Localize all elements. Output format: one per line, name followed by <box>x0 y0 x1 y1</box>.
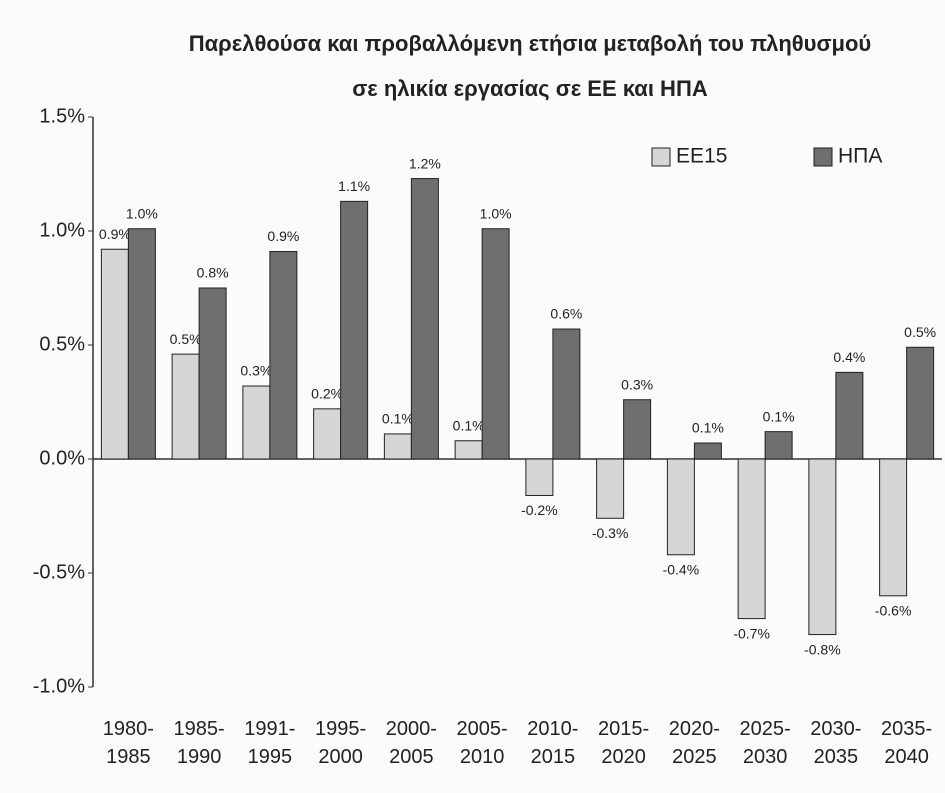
value-label: 0.1% <box>763 408 795 424</box>
value-label: 0.9% <box>99 226 131 242</box>
legend-swatch <box>651 147 671 167</box>
x-tick-label: 2030-2035 <box>810 718 861 768</box>
value-label: -0.7% <box>733 625 770 641</box>
value-label: 0.3% <box>621 376 653 392</box>
value-label: -0.6% <box>875 603 912 619</box>
value-label: 0.8% <box>197 265 229 281</box>
value-label: 1.0% <box>126 205 158 221</box>
bar <box>764 431 793 460</box>
bar <box>340 200 369 460</box>
value-label: 0.2% <box>311 386 343 402</box>
bar <box>410 178 439 460</box>
bar <box>525 458 554 496</box>
bar <box>242 385 271 460</box>
value-label: 1.2% <box>409 155 441 171</box>
bar <box>269 251 298 460</box>
bar <box>693 442 722 460</box>
x-tick-label: 1980-1985 <box>103 718 154 768</box>
y-tick-label: 0.5% <box>39 333 85 355</box>
value-label: 0.3% <box>240 363 272 379</box>
y-tick-label: -0.5% <box>33 561 85 583</box>
bar <box>808 458 837 636</box>
value-label: 0.1% <box>453 417 485 433</box>
bar <box>454 440 483 460</box>
value-label: 0.5% <box>170 331 202 347</box>
x-tick-label: 2035-2040 <box>881 718 932 768</box>
x-tick-label: 2020-2025 <box>669 718 720 768</box>
x-tick-label: 1991-1995 <box>244 718 295 768</box>
value-label: 1.0% <box>480 205 512 221</box>
value-label: -0.4% <box>663 561 700 577</box>
bar <box>481 228 510 460</box>
value-label: 0.1% <box>382 411 414 427</box>
value-label: -0.3% <box>592 525 629 541</box>
x-tick-label: 1995-2000 <box>315 718 366 768</box>
legend-swatch <box>813 147 833 167</box>
y-tick-label: -1.0% <box>33 675 85 697</box>
bar <box>666 458 695 556</box>
x-tick-label: 2005-2010 <box>457 718 508 768</box>
x-tick-label: 1985-1990 <box>174 718 225 768</box>
value-label: 0.5% <box>904 324 936 340</box>
y-tick-label: 1.0% <box>39 219 85 241</box>
legend-label: ΕΕ15 <box>676 145 727 168</box>
bar <box>835 371 864 460</box>
bar <box>313 408 342 460</box>
chart-title: Παρελθούσα και προβαλλόμενη ετήσια μεταβ… <box>189 31 871 56</box>
bar <box>906 346 935 460</box>
bar <box>879 458 908 597</box>
value-label: 0.6% <box>550 306 582 322</box>
value-label: 0.1% <box>692 420 724 436</box>
bar <box>596 458 625 519</box>
bar <box>383 433 412 460</box>
bar <box>737 458 766 620</box>
value-label: -0.2% <box>521 502 558 518</box>
bar <box>198 287 227 460</box>
bar <box>100 248 129 460</box>
bar <box>171 353 200 460</box>
value-label: 0.4% <box>833 349 865 365</box>
bar <box>623 399 652 460</box>
value-label: 1.1% <box>338 178 370 194</box>
x-tick-label: 2010-2015 <box>527 718 578 768</box>
bar <box>127 228 156 460</box>
y-tick-label: 0.0% <box>39 447 85 469</box>
y-tick-label: 1.5% <box>39 105 85 127</box>
x-tick-label: 2025-2030 <box>740 718 791 768</box>
x-tick-label: 2000-2005 <box>386 718 437 768</box>
chart-title: σε ηλικία εργασίας σε ΕΕ και ΗΠΑ <box>352 76 708 101</box>
legend-label: ΗΠΑ <box>838 145 882 168</box>
x-tick-label: 2015-2020 <box>598 718 649 768</box>
bar <box>552 328 581 460</box>
value-label: 0.9% <box>267 228 299 244</box>
value-label: -0.8% <box>804 641 841 657</box>
